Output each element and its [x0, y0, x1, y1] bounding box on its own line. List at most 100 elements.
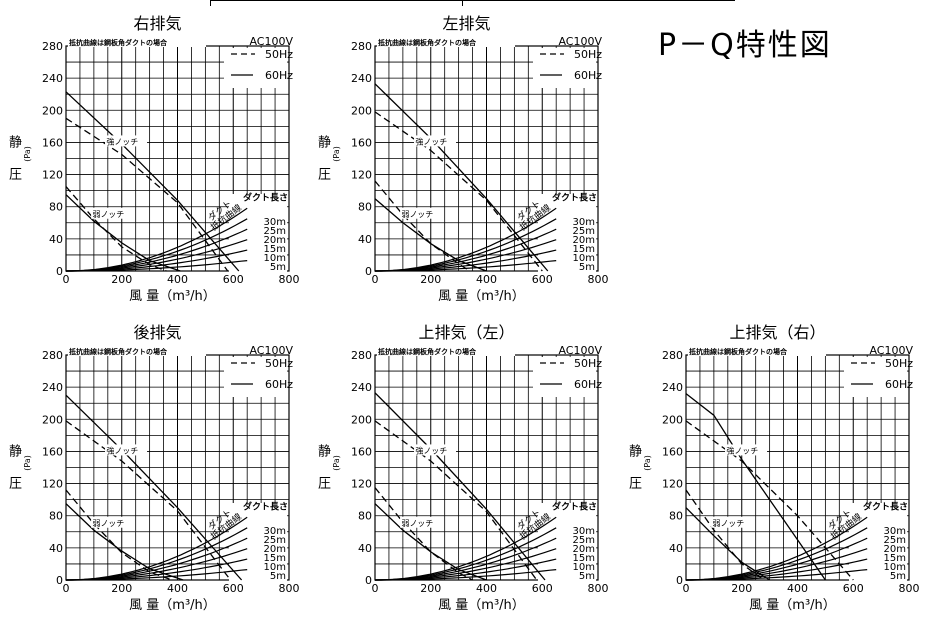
y-tick-label: 80: [49, 510, 63, 523]
top-border-line: [210, 0, 735, 1]
y-tick-label: 0: [365, 265, 372, 278]
series-line: [65, 91, 240, 272]
x-tick-label: 800: [588, 273, 609, 286]
duct-curve: [66, 260, 248, 272]
y-tick-label: 0: [56, 265, 63, 278]
legend-label-50hz: 50Hz: [265, 357, 293, 370]
strong-notch-label: 強ノッチ: [726, 445, 758, 455]
duct-length-label: 10m: [573, 253, 595, 264]
y-tick-label: 160: [351, 445, 372, 458]
note-bg: [377, 347, 515, 356]
series-line: [374, 83, 549, 272]
chart-note: 抵抗曲線は鋼板角ダクトの場合: [69, 38, 168, 47]
duct-length-label: 5m: [270, 262, 286, 273]
weak-notch-label: 弱ノッチ: [401, 210, 433, 219]
label-bg: [414, 444, 457, 456]
y-tick-label: 160: [351, 136, 372, 149]
duct-length-label: 25m: [573, 535, 595, 546]
duct-curve: [375, 569, 557, 581]
label-bg: [400, 207, 443, 219]
y-tick-label: 280: [42, 40, 63, 53]
chart-note: 抵抗曲線は鋼板角ダクトの場合: [69, 347, 168, 356]
duct-length-label: 30m: [884, 526, 906, 537]
legend-bg: [224, 357, 287, 397]
y-tick-label: 280: [42, 349, 63, 362]
x-tick-label: 200: [420, 273, 441, 286]
series-line: [65, 394, 243, 581]
strong-notch-label: 強ノッチ: [106, 445, 138, 455]
power-label: AC100V: [249, 35, 293, 48]
strong-notch-label: 強ノッチ: [415, 136, 447, 146]
y-tick-label: 40: [49, 233, 63, 246]
duct-length-label: 20m: [573, 235, 595, 246]
legend-label-50hz: 50Hz: [574, 357, 602, 370]
label-bg: [711, 516, 754, 528]
y-axis-label: 圧: [629, 477, 642, 492]
x-tick-label: 800: [279, 582, 300, 595]
legend-label-60hz: 60Hz: [885, 378, 913, 391]
y-tick-label: 240: [42, 72, 63, 85]
series-line: [374, 487, 473, 581]
y-tick-label: 80: [49, 201, 63, 214]
label-bg: [725, 444, 768, 456]
x-tick-label: 600: [532, 582, 553, 595]
x-tick-label: 0: [372, 273, 379, 286]
duct-length-title: ダクト長さ: [863, 500, 908, 512]
legend-label-60hz: 60Hz: [574, 69, 602, 82]
chart-title: 右排気: [133, 14, 181, 33]
series-line: [374, 420, 538, 581]
y-tick-label: 0: [676, 574, 683, 587]
power-label: AC100V: [869, 344, 913, 357]
y-tick-label: 240: [42, 381, 63, 394]
x-tick-label: 0: [683, 582, 690, 595]
strong-notch-label: 強ノッチ: [415, 445, 447, 455]
duct-length-label: 5m: [890, 571, 906, 582]
label-bg: [91, 516, 134, 528]
power-label: AC100V: [249, 344, 293, 357]
x-tick-label: 600: [532, 273, 553, 286]
y-axis-label: 静: [9, 444, 22, 459]
x-tick-label: 200: [420, 582, 441, 595]
top-border-tick: [210, 0, 211, 6]
x-axis-label: 風 量（m³/h）: [438, 598, 525, 613]
chart-title: 上排気（左）: [418, 323, 514, 342]
x-axis-label: 風 量（m³/h）: [129, 598, 216, 613]
label-bg: [91, 207, 134, 219]
y-tick-label: 40: [49, 542, 63, 555]
duct-length-label: 5m: [579, 571, 595, 582]
y-tick-label: 0: [365, 574, 372, 587]
x-axis-label: 風 量（m³/h）: [129, 289, 216, 304]
x-tick-label: 0: [63, 273, 70, 286]
y-tick-label: 120: [42, 169, 63, 182]
duct-length-label: 20m: [884, 544, 906, 555]
x-tick-label: 400: [476, 273, 497, 286]
chart-note: 抵抗曲線は鋼板角ダクトの場合: [378, 38, 477, 47]
y-tick-label: 40: [358, 233, 372, 246]
duct-length-label: 25m: [884, 535, 906, 546]
chart-title: 左排気: [442, 14, 490, 33]
series-line: [374, 111, 543, 272]
duct-length-label: 20m: [573, 544, 595, 555]
label-bg: [400, 516, 443, 528]
series-line: [685, 507, 770, 581]
y-tick-label: 160: [42, 445, 63, 458]
y-tick-label: 200: [42, 104, 63, 117]
power-label: AC100V: [558, 344, 602, 357]
x-tick-label: 400: [167, 582, 188, 595]
series-line: [685, 489, 765, 581]
x-tick-label: 400: [787, 582, 808, 595]
legend-label-50hz: 50Hz: [574, 48, 602, 61]
weak-notch-label: 弱ノッチ: [712, 519, 744, 528]
x-tick-label: 600: [843, 582, 864, 595]
y-tick-label: 40: [669, 542, 683, 555]
y-tick-label: 80: [669, 510, 683, 523]
duct-length-label: 30m: [573, 217, 595, 228]
weak-notch-label: 弱ノッチ: [92, 519, 124, 528]
series-line: [374, 180, 471, 272]
duct-length-label: 30m: [264, 217, 286, 228]
duct-curve: [375, 537, 557, 581]
y-tick-label: 280: [351, 349, 372, 362]
duct-length-label: 5m: [270, 571, 286, 582]
